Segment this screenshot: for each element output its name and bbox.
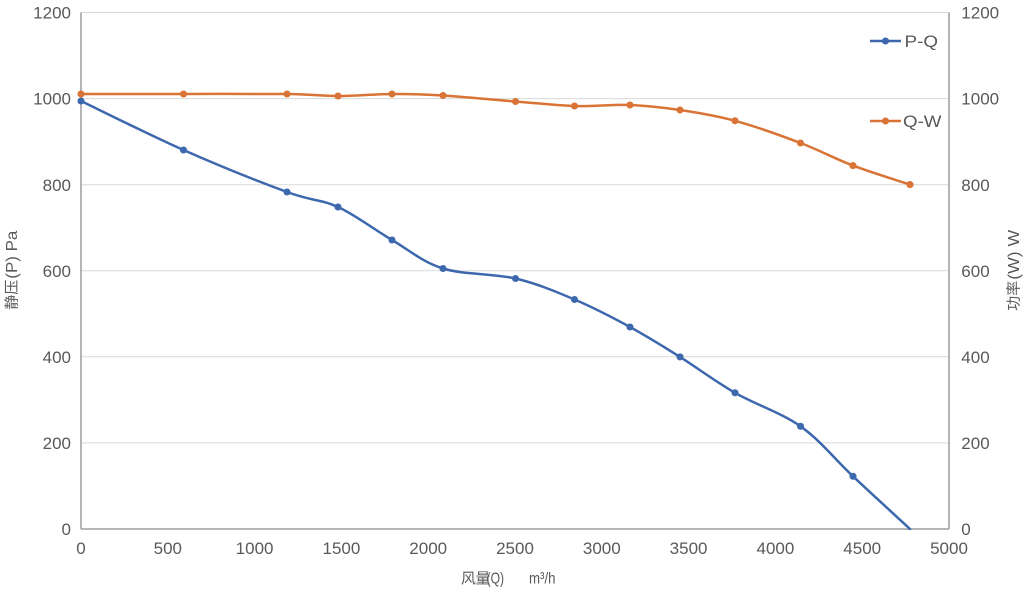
svg-text:3500: 3500 — [670, 539, 708, 558]
svg-text:(Q): (Q) — [487, 571, 505, 588]
svg-text:0: 0 — [62, 520, 71, 539]
svg-text:1200: 1200 — [33, 4, 71, 23]
svg-text:2500: 2500 — [496, 539, 534, 558]
svg-text:1000: 1000 — [236, 539, 274, 558]
svg-text:3000: 3000 — [583, 539, 621, 558]
svg-text:P-Q: P-Q — [905, 32, 939, 51]
svg-text:600: 600 — [43, 262, 71, 281]
svg-text:200: 200 — [43, 434, 71, 453]
svg-text:m³/h: m³/h — [529, 571, 556, 588]
svg-text:1500: 1500 — [322, 539, 360, 558]
svg-text:800: 800 — [43, 176, 71, 195]
svg-text:1200: 1200 — [961, 4, 999, 23]
svg-text:500: 500 — [154, 539, 182, 558]
svg-text:0: 0 — [961, 520, 970, 539]
svg-text:400: 400 — [43, 348, 71, 367]
svg-text:(P) Pa: (P) Pa — [4, 230, 21, 278]
svg-text:4500: 4500 — [843, 539, 881, 558]
svg-text:Q-W: Q-W — [903, 112, 942, 131]
svg-text:1000: 1000 — [961, 90, 999, 109]
svg-text:800: 800 — [961, 176, 989, 195]
svg-text:0: 0 — [76, 539, 85, 558]
svg-text:4000: 4000 — [756, 539, 794, 558]
svg-text:5000: 5000 — [930, 539, 968, 558]
svg-text:1000: 1000 — [33, 90, 71, 109]
svg-text:(W) W: (W) W — [1006, 229, 1023, 279]
svg-text:2000: 2000 — [409, 539, 447, 558]
svg-text:400: 400 — [961, 348, 989, 367]
svg-text:200: 200 — [961, 434, 989, 453]
svg-text:600: 600 — [961, 262, 989, 281]
